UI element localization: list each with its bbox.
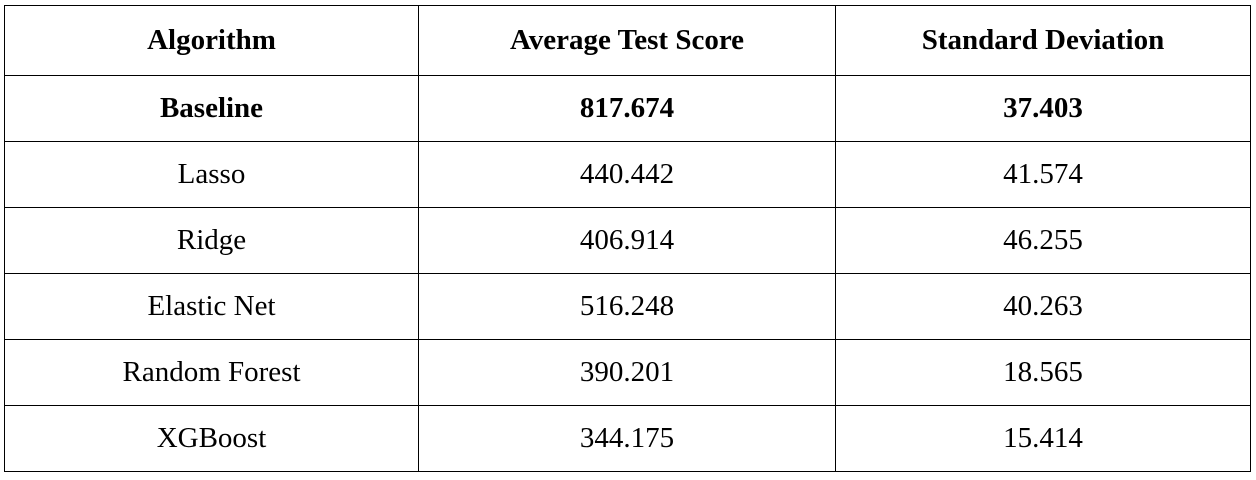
average-test-score-cell: 516.248 (418, 273, 836, 340)
header-algorithm: Algorithm (4, 5, 419, 76)
average-test-score-cell: 817.674 (418, 75, 836, 142)
algorithm-cell: Random Forest (4, 339, 419, 406)
average-test-score-cell: 390.201 (418, 339, 836, 406)
algorithm-cell: Ridge (4, 207, 419, 274)
average-test-score-cell: 406.914 (418, 207, 836, 274)
results-table: Algorithm Average Test Score Standard De… (4, 5, 1251, 472)
table-row: Ridge 406.914 46.255 (4, 207, 1251, 274)
algorithm-cell: Baseline (4, 75, 419, 142)
standard-deviation-cell: 41.574 (835, 141, 1251, 208)
standard-deviation-cell: 46.255 (835, 207, 1251, 274)
standard-deviation-cell: 37.403 (835, 75, 1251, 142)
average-test-score-cell: 440.442 (418, 141, 836, 208)
table-row: XGBoost 344.175 15.414 (4, 405, 1251, 472)
algorithm-cell: Elastic Net (4, 273, 419, 340)
table-row: Elastic Net 516.248 40.263 (4, 273, 1251, 340)
algorithm-cell: XGBoost (4, 405, 419, 472)
table-row: Random Forest 390.201 18.565 (4, 339, 1251, 406)
table-row: Lasso 440.442 41.574 (4, 141, 1251, 208)
standard-deviation-cell: 18.565 (835, 339, 1251, 406)
algorithm-cell: Lasso (4, 141, 419, 208)
header-average-test-score: Average Test Score (418, 5, 836, 76)
header-standard-deviation: Standard Deviation (835, 5, 1251, 76)
table-row: Baseline 817.674 37.403 (4, 75, 1251, 142)
standard-deviation-cell: 15.414 (835, 405, 1251, 472)
table-body: Baseline 817.674 37.403 Lasso 440.442 41.574 R… (4, 75, 1251, 472)
average-test-score-cell: 344.175 (418, 405, 836, 472)
header-row: Algorithm Average Test Score Standard De… (4, 5, 1251, 76)
standard-deviation-cell: 40.263 (835, 273, 1251, 340)
